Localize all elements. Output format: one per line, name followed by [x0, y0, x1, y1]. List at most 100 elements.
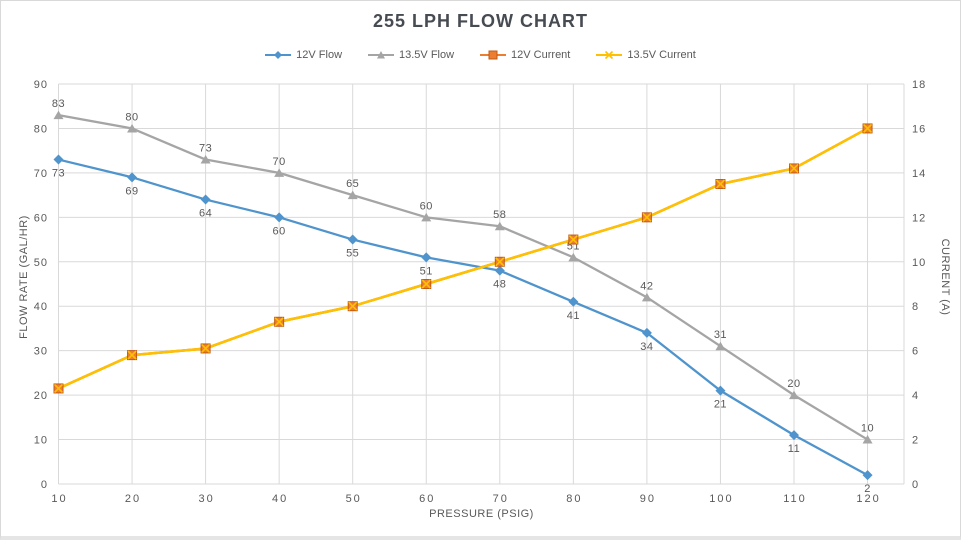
x-tick-label: 80: [566, 493, 582, 505]
diamond-marker: [862, 470, 873, 481]
y-left-tick-label: 10: [34, 435, 48, 447]
diamond-marker: [715, 385, 726, 396]
data-label: 48: [493, 279, 506, 291]
data-label: 60: [420, 200, 433, 212]
diamond-marker: [494, 265, 505, 276]
x-marker: [348, 301, 358, 311]
y-right-tick-label: 8: [912, 301, 919, 313]
triangle-marker: [715, 341, 726, 351]
legend-item-13-5v-current[interactable]: 13.5V Current: [596, 49, 696, 61]
data-label: 73: [199, 143, 212, 155]
x-marker: [201, 343, 211, 354]
diamond-marker: [274, 212, 285, 223]
y-right-tick-label: 2: [912, 435, 919, 447]
x-marker: [127, 350, 137, 360]
y-axis-title-right: CURRENT (A): [939, 238, 951, 316]
diamond-marker: [641, 327, 652, 338]
triangle-marker: [421, 212, 432, 222]
x-marker: [421, 279, 431, 289]
diamond-marker: [347, 234, 358, 245]
y-right-tick-label: 6: [912, 346, 919, 358]
y-right-tick-label: 10: [912, 257, 926, 269]
y-right-tick-label: 18: [912, 79, 926, 91]
y-right-tick-label: 14: [912, 168, 926, 180]
y-left-tick-label: 20: [34, 390, 48, 402]
data-label: 51: [420, 265, 433, 277]
legend-item-13-5v-flow[interactable]: 13.5V Flow: [368, 49, 454, 61]
x-tick-label: 60: [419, 493, 435, 505]
triangle-marker: [53, 110, 64, 120]
series-line: [57, 127, 869, 390]
x-marker: [642, 212, 652, 222]
y-left-tick-label: 50: [34, 257, 48, 269]
data-label: 2: [864, 483, 871, 495]
x-marker: [495, 257, 505, 267]
diamond-marker: [568, 296, 579, 307]
x-axis-title: PRESSURE (PSIG): [429, 508, 534, 520]
legend-label: 12V Flow: [296, 49, 343, 61]
series-line: [57, 127, 869, 390]
data-label: 69: [125, 185, 138, 197]
data-label: 55: [346, 248, 359, 260]
legend-label: 13.5V Flow: [399, 49, 455, 61]
chart-legend: 12V Flow 13.5V Flow 12V Current 13.5V Curre…: [1, 49, 960, 61]
y-left-tick-label: 60: [34, 212, 48, 224]
triangle-marker: [127, 123, 138, 133]
x-marker: [274, 317, 284, 327]
data-label: 73: [52, 168, 65, 180]
y-left-tick-label: 0: [41, 479, 48, 491]
x-tick-label: 10: [51, 493, 67, 505]
x-marker: [862, 123, 873, 134]
legend-label: 13.5V Current: [627, 49, 696, 61]
data-label: 42: [640, 280, 653, 292]
x-tick-label: 40: [272, 493, 288, 505]
x-tick-label: 70: [493, 493, 509, 505]
y-left-tick-label: 40: [34, 301, 48, 313]
data-label: 21: [714, 399, 727, 411]
y-left-tick-label: 90: [34, 79, 48, 91]
data-label: 10: [861, 423, 874, 435]
x-tick-label: 120: [856, 493, 880, 505]
diamond-legend-swatch: [265, 51, 292, 59]
triangle-marker: [862, 435, 873, 444]
data-label: 70: [273, 156, 286, 168]
legend-item-12v-flow[interactable]: 12V Flow: [265, 49, 342, 61]
triangle-legend-swatch: [368, 51, 395, 59]
y-left-tick-label: 80: [34, 123, 48, 135]
data-label: 65: [346, 178, 359, 190]
triangle-marker: [789, 390, 799, 400]
y-left-tick-label: 70: [34, 168, 48, 180]
triangle-marker: [568, 252, 579, 262]
series-line: [58, 113, 869, 441]
data-label: 34: [640, 341, 653, 353]
x-legend-swatch: [596, 50, 623, 60]
diamond-marker: [127, 172, 138, 183]
legend-item-12v-current[interactable]: 12V Current: [480, 49, 570, 61]
x-tick-label: 100: [709, 493, 733, 505]
y-right-tick-label: 12: [912, 212, 926, 224]
data-label: 41: [567, 310, 580, 322]
y-right-tick-label: 16: [912, 123, 926, 135]
data-label: 20: [787, 378, 800, 390]
x-tick-label: 110: [783, 493, 807, 505]
series-line: [58, 158, 869, 477]
y-right-tick-label: 4: [912, 390, 919, 402]
data-label: 31: [714, 329, 727, 341]
diamond-marker: [200, 194, 211, 205]
data-label: 58: [493, 209, 506, 221]
triangle-marker: [274, 168, 285, 177]
x-marker: [789, 163, 799, 174]
data-label: 83: [52, 98, 65, 110]
y-axis-title-left: FLOW RATE (GAL/HR): [18, 215, 30, 339]
x-marker: [53, 383, 64, 394]
chart-title: 255 LPH FLOW CHART: [372, 11, 588, 31]
data-label: 80: [125, 111, 138, 123]
data-label: 64: [199, 208, 212, 220]
x-tick-label: 30: [198, 493, 214, 505]
y-right-tick-label: 0: [912, 479, 919, 491]
y-left-tick-label: 30: [34, 346, 48, 358]
x-marker: [715, 179, 726, 189]
x-tick-label: 20: [125, 493, 141, 505]
data-label: 60: [273, 225, 286, 237]
